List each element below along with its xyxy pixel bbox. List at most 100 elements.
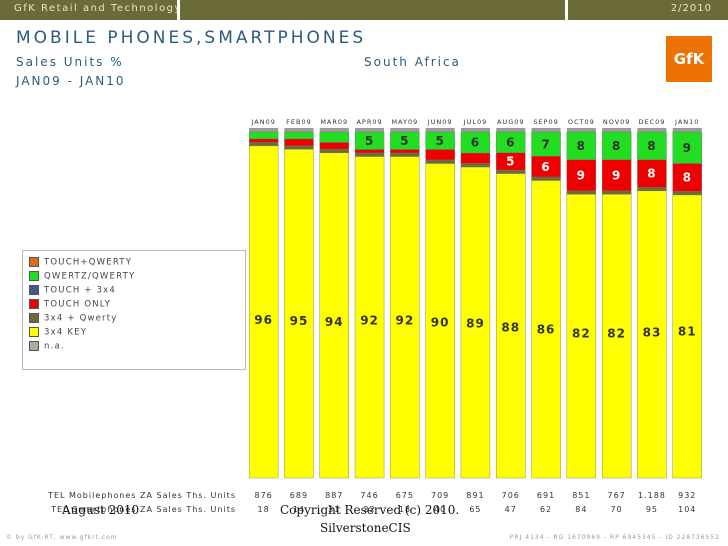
data-label: 95 bbox=[290, 314, 309, 328]
bar-segment bbox=[460, 163, 491, 168]
bar-segment bbox=[531, 180, 561, 479]
bar-segment bbox=[319, 149, 349, 153]
table-cell: 689 bbox=[290, 491, 308, 500]
bar-segment bbox=[566, 131, 597, 160]
bar-segment bbox=[284, 138, 314, 147]
bar-segment bbox=[637, 159, 667, 188]
bar-segment bbox=[354, 131, 385, 150]
data-label: 9 bbox=[683, 141, 692, 155]
top-bar: GfK Retail and Technology 2/2010 bbox=[0, 0, 728, 20]
bar-segment bbox=[496, 131, 526, 153]
data-label: 94 bbox=[325, 315, 344, 329]
data-label: 89 bbox=[466, 316, 485, 330]
table-cell: 18 bbox=[258, 505, 270, 514]
table-cell: 95 bbox=[646, 505, 658, 514]
watermark-copyright: Copyright Reserved (c) 2010. bbox=[280, 503, 460, 517]
x-tick-label: JAN09 bbox=[250, 118, 275, 126]
table-cell: 84 bbox=[575, 505, 587, 514]
bar-segment bbox=[425, 149, 455, 161]
footer-left: © by GfK-RT, www.gfkrt.com bbox=[6, 534, 118, 541]
bar-segment bbox=[284, 131, 314, 140]
table-cell: 876 bbox=[255, 491, 273, 500]
bar-segment bbox=[425, 159, 455, 164]
table-cell: 851 bbox=[572, 491, 590, 500]
legend-swatch bbox=[29, 341, 39, 351]
table-cell: 14 bbox=[293, 505, 305, 514]
x-tick-label: OCT09 bbox=[568, 118, 595, 126]
bar-segment bbox=[284, 145, 314, 150]
data-label: 96 bbox=[254, 313, 273, 327]
bar-segment bbox=[672, 163, 702, 192]
legend-item: TOUCH ONLY bbox=[29, 299, 111, 310]
x-tick-label: APR09 bbox=[356, 118, 382, 126]
legend-item: QWERTZ/QWERTY bbox=[29, 271, 135, 282]
table-cell: 675 bbox=[396, 491, 414, 500]
x-tick-label: AUG09 bbox=[497, 118, 525, 126]
legend-swatch bbox=[29, 271, 39, 281]
data-label: 6 bbox=[506, 136, 515, 150]
data-label: 5 bbox=[400, 134, 409, 148]
table-cell: 691 bbox=[537, 491, 555, 500]
data-label: 92 bbox=[395, 313, 414, 327]
table-cell: 31 bbox=[328, 505, 340, 514]
bar-segment bbox=[354, 149, 385, 154]
watermark-owner: SilverstoneCIS bbox=[320, 521, 411, 535]
gfk-logo: GfK bbox=[666, 36, 712, 82]
table-cell: 47 bbox=[505, 505, 517, 514]
table-cell: 104 bbox=[678, 505, 696, 514]
table-cell: 706 bbox=[502, 491, 520, 500]
data-label: 82 bbox=[572, 326, 591, 340]
bar-segment bbox=[390, 152, 420, 157]
x-tick-label: JUN09 bbox=[427, 118, 453, 126]
bar-segment bbox=[248, 142, 279, 147]
bar-segment bbox=[531, 176, 561, 181]
data-label: 90 bbox=[431, 315, 450, 329]
data-label: 5 bbox=[365, 134, 374, 148]
table-cell: 70 bbox=[611, 505, 623, 514]
table-cell: 746 bbox=[360, 491, 378, 500]
watermark-date: August 2010 bbox=[62, 503, 140, 517]
bar-segment bbox=[425, 131, 455, 150]
legend-swatch bbox=[29, 299, 39, 309]
data-label: 8 bbox=[612, 139, 621, 153]
region: South Africa bbox=[364, 55, 461, 69]
x-tick-label: JUL09 bbox=[463, 118, 488, 126]
bar-segment bbox=[460, 131, 491, 154]
chart-legend: TOUCH+QWERTY QWERTZ/QWERTY TOUCH + 3x4 T… bbox=[22, 250, 246, 370]
bar-segment bbox=[637, 190, 667, 479]
bar-segment bbox=[566, 159, 597, 192]
bar-segment bbox=[390, 149, 420, 154]
data-label: 8 bbox=[577, 139, 586, 153]
bar-segment bbox=[319, 152, 349, 479]
bar-segment bbox=[637, 131, 667, 160]
bar-segment bbox=[248, 138, 279, 143]
legend-item: n.a. bbox=[29, 341, 65, 352]
table-cell: 22 bbox=[363, 505, 375, 514]
bar-segment bbox=[354, 156, 385, 479]
bar-segment bbox=[672, 131, 702, 164]
bar-divider bbox=[177, 0, 180, 20]
x-tick-label: JAN10 bbox=[674, 118, 699, 126]
footer-right: PRJ 4134 - RG 1670969 - RP 6945345 - ID … bbox=[509, 534, 720, 541]
legend-swatch bbox=[29, 327, 39, 337]
data-label: 8 bbox=[683, 171, 692, 185]
legend-item: 3x4 KEY bbox=[29, 327, 87, 338]
legend-swatch bbox=[29, 313, 39, 323]
data-label: 86 bbox=[537, 322, 556, 336]
bar-segment bbox=[319, 142, 349, 150]
table-row-label: TEL Mobilephones ZA Sales Ths. Units bbox=[47, 491, 236, 500]
table-cell: 65 bbox=[469, 505, 481, 514]
table-cell: 767 bbox=[608, 491, 626, 500]
data-label: 88 bbox=[501, 321, 520, 335]
page-title: MOBILE PHONES,SMARTPHONES bbox=[16, 28, 367, 48]
data-label: 81 bbox=[678, 324, 697, 338]
table-cell: 932 bbox=[678, 491, 696, 500]
bar-segment bbox=[496, 173, 526, 479]
data-label: 83 bbox=[643, 325, 662, 339]
data-label: 9 bbox=[612, 168, 621, 182]
bar-segment bbox=[390, 131, 420, 150]
bar-segment bbox=[637, 187, 667, 192]
data-label: 9 bbox=[577, 168, 586, 182]
bar-segment bbox=[601, 190, 632, 195]
